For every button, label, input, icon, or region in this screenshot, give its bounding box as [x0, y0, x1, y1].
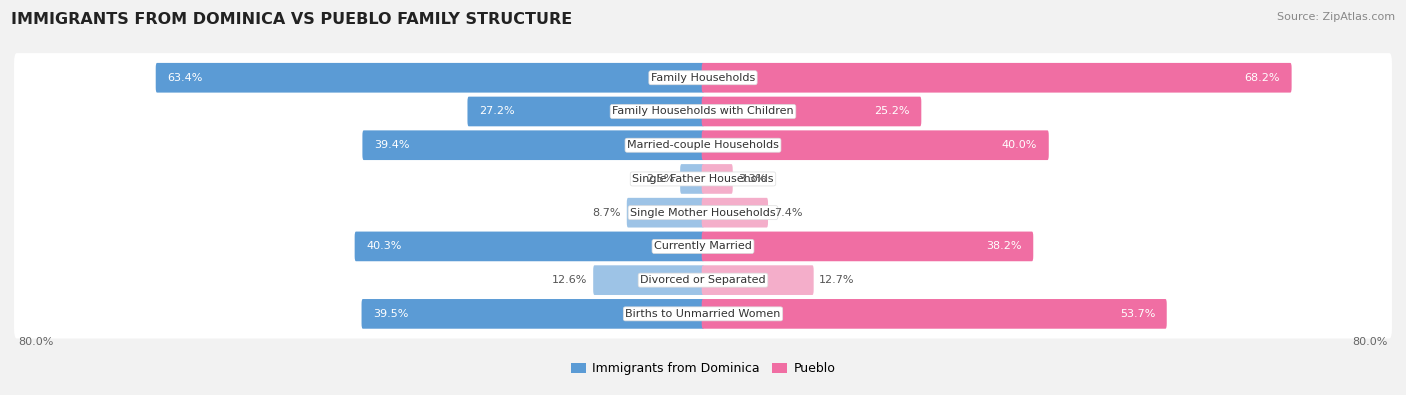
Text: Currently Married: Currently Married	[654, 241, 752, 251]
Text: IMMIGRANTS FROM DOMINICA VS PUEBLO FAMILY STRUCTURE: IMMIGRANTS FROM DOMINICA VS PUEBLO FAMIL…	[11, 12, 572, 27]
Text: Single Mother Households: Single Mother Households	[630, 208, 776, 218]
FancyBboxPatch shape	[702, 265, 814, 295]
FancyBboxPatch shape	[702, 198, 768, 228]
Text: Family Households: Family Households	[651, 73, 755, 83]
Text: Divorced or Separated: Divorced or Separated	[640, 275, 766, 285]
FancyBboxPatch shape	[702, 97, 921, 126]
FancyBboxPatch shape	[593, 265, 704, 295]
FancyBboxPatch shape	[14, 289, 1392, 339]
Text: 12.7%: 12.7%	[820, 275, 855, 285]
Text: 63.4%: 63.4%	[167, 73, 202, 83]
Text: Family Households with Children: Family Households with Children	[612, 107, 794, 117]
Text: 38.2%: 38.2%	[986, 241, 1022, 251]
FancyBboxPatch shape	[14, 154, 1392, 203]
Text: 25.2%: 25.2%	[875, 107, 910, 117]
Text: 3.3%: 3.3%	[738, 174, 766, 184]
Text: 68.2%: 68.2%	[1244, 73, 1279, 83]
Text: 80.0%: 80.0%	[1353, 337, 1388, 346]
FancyBboxPatch shape	[702, 130, 1049, 160]
Text: Source: ZipAtlas.com: Source: ZipAtlas.com	[1277, 12, 1395, 22]
FancyBboxPatch shape	[702, 299, 1167, 329]
Text: 40.3%: 40.3%	[367, 241, 402, 251]
FancyBboxPatch shape	[702, 63, 1292, 92]
FancyBboxPatch shape	[361, 299, 704, 329]
Text: 27.2%: 27.2%	[479, 107, 515, 117]
Text: 7.4%: 7.4%	[773, 208, 801, 218]
Text: 8.7%: 8.7%	[593, 208, 621, 218]
FancyBboxPatch shape	[14, 256, 1392, 305]
Text: 39.4%: 39.4%	[374, 140, 409, 150]
FancyBboxPatch shape	[627, 198, 704, 228]
Text: 53.7%: 53.7%	[1119, 309, 1156, 319]
Text: 2.5%: 2.5%	[647, 174, 675, 184]
Text: 12.6%: 12.6%	[553, 275, 588, 285]
FancyBboxPatch shape	[363, 130, 704, 160]
FancyBboxPatch shape	[702, 164, 733, 194]
FancyBboxPatch shape	[354, 231, 704, 261]
Text: 40.0%: 40.0%	[1001, 140, 1038, 150]
FancyBboxPatch shape	[702, 231, 1033, 261]
Text: 80.0%: 80.0%	[18, 337, 53, 346]
Legend: Immigrants from Dominica, Pueblo: Immigrants from Dominica, Pueblo	[565, 357, 841, 380]
FancyBboxPatch shape	[156, 63, 704, 92]
FancyBboxPatch shape	[14, 53, 1392, 102]
FancyBboxPatch shape	[14, 188, 1392, 237]
FancyBboxPatch shape	[14, 120, 1392, 170]
FancyBboxPatch shape	[467, 97, 704, 126]
Text: Married-couple Households: Married-couple Households	[627, 140, 779, 150]
FancyBboxPatch shape	[14, 87, 1392, 136]
Text: Single Father Households: Single Father Households	[633, 174, 773, 184]
FancyBboxPatch shape	[681, 164, 704, 194]
Text: 39.5%: 39.5%	[373, 309, 409, 319]
FancyBboxPatch shape	[14, 222, 1392, 271]
Text: Births to Unmarried Women: Births to Unmarried Women	[626, 309, 780, 319]
